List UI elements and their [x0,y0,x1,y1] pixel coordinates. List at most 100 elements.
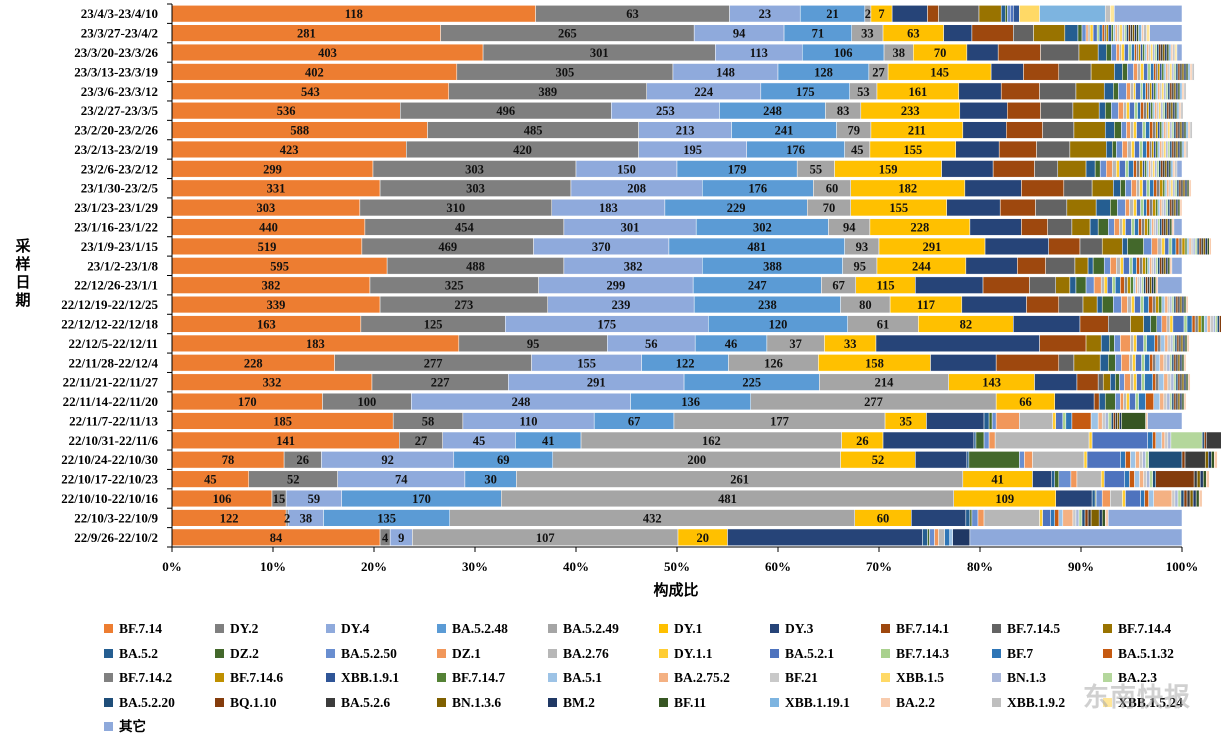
data-label-BA.5.2.48-23/3/13-23/3/19: 128 [814,65,833,79]
data-label-BA.5.2.49-22/11/14-22/11/20: 277 [864,395,883,409]
legend-label: BA.2.75.2 [674,670,730,685]
bar-segment-BA.5.2.20-22/10/24-22/10/30 [1148,451,1183,469]
bar-segment-DZ.1-23/3/20-23/3/26 [1116,43,1120,62]
bar-segment-BM.2-23/1/23-23/1/29 [1175,199,1179,217]
legend-label: BF.11 [674,694,707,710]
bar-segment-BF.7.14.1-22/12/26-23/1/1 [982,276,1030,294]
bar-segment-BA.2.2-22/11/28-22/12/4 [1183,354,1187,372]
bar-segment-BF.7.14.7-23/1/23-23/1/29 [1155,199,1159,217]
bar-segment-DZ.1-22/10/17-22/10/23 [1070,470,1078,488]
category-label: 22/12/26-23/1/1 [74,278,158,293]
bar-segment-BF.21-22/10/24-22/10/30 [1139,451,1143,469]
bar-segment-BA.5.1-22/11/21-22/11/27 [1158,373,1165,391]
bar-segment-BA.2.76-23/3/20-23/3/26 [1119,43,1122,62]
data-label-DY.1-22/10/24-22/10/30: 52 [872,453,885,467]
data-label-BF.7.14-23/1/16-23/1/22: 440 [259,221,278,235]
data-label-DY.2-23/1/16-23/1/22: 454 [455,221,475,235]
bar-segment-BF.7.14.5-22/11/21-22/11/27 [1097,373,1104,391]
data-label-DY.2-22/12/19-22/12/25: 273 [455,298,474,312]
data-label-BF.7.14-23/2/27-23/3/5: 536 [277,104,296,118]
bar-segment-BA.2.75.2-22/11/28-22/12/4 [1159,354,1165,372]
bar-segment-BA.5.2-23/3/6-23/3/12 [1103,82,1114,100]
bar-segment-BF.7.14.1-23/3/13-23/3/19 [1023,63,1060,81]
category-label: 23/1/9-23/1/15 [81,239,159,254]
bar-segment-BM.2-22/11/28-22/12/4 [1179,354,1183,372]
data-label-BA.5.2.49-23/2/20-23/2/26: 79 [848,124,861,138]
bar-segment-DZ.2-23/2/27-23/3/5 [1104,102,1112,120]
bar-segment-BA.2.75.2-23/2/6-23/2/12 [1148,160,1151,178]
bar-segment-BF.21-23/3/6-23/3/12 [1159,82,1163,100]
bar-segment-BF.7.14.4-23/3/20-23/3/26 [1078,43,1099,62]
bar-segment-BQ.1.10-22/11/14-22/11/20 [1173,392,1177,411]
legend-item: BF.7.14.7 [437,669,505,687]
bar-segment-BM.2-23/3/13-23/3/19 [1183,63,1187,81]
bar-segment-BF.7.14.6-23/3/13-23/3/19 [1157,63,1161,81]
bar-segment-BA.2.3-22/10/24-22/10/30 [1145,451,1149,469]
bar-segment-BA.5.2.50-22/10/10-22/10/16 [1095,489,1103,508]
bar-segment-BA.2.76-23/1/9-23/1/15 [1157,237,1163,255]
bar-segment-BN.1.3.6-23/2/20-23/2/26 [1179,121,1183,139]
bar-segment-BA.2.75.2-22/12/26-23/1/1 [1135,276,1138,294]
legend-item: BA.5.1.32 [1103,645,1174,663]
bar-segment-BA.5.1-23/1/16-23/1/22 [1149,218,1152,236]
legend-item: BA.5.2.1 [770,645,834,663]
bar-segment-BA.5.2.1-22/10/10-22/10/16 [1125,489,1141,508]
bar-segment-BA.5.2.6-22/11/14-22/11/20 [1175,392,1179,411]
legend-item: DY.1 [659,620,702,638]
data-label-BF.7.14-22/12/26-23/1/1: 382 [262,279,281,293]
legend-item: BA.5.2.49 [548,620,619,638]
bar-segment-BM.2-22/11/14-22/11/20 [1179,392,1183,411]
category-label: 23/1/16-23/1/22 [74,220,158,235]
bar-segment-BF.7.14.2-22/11/28-22/12/4 [1152,354,1156,372]
bar-segment-BA.5.2.1-23/2/20-23/2/26 [1136,121,1143,139]
bar-segment-BA.2.3-22/12/5-22/12/11 [1172,334,1176,352]
bar-segment-BF.7.14.4-23/2/6-23/2/12 [1057,160,1087,178]
bar-segment-BA.2.75.2-23/2/27-23/3/5 [1154,102,1157,120]
bar-segment-BF.11-23/1/2-23/1/8 [1167,257,1171,275]
data-label-BF.7.14-22/10/10-22/10/16: 106 [213,492,232,506]
bar-segment-BA.2.3-23/3/6-23/3/12 [1165,82,1169,100]
data-label-DY.2-22/10/3-22/10/9: 2 [284,511,290,525]
legend-swatch [992,673,1001,683]
legend-swatch [659,697,668,707]
bar-segment-BF.21-23/2/20-23/2/26 [1165,121,1169,139]
bar-segment-DZ.1-22/12/5-22/12/11 [1120,334,1131,352]
legend-swatch [104,722,113,732]
bar-segment-BA.5.2.20-23/1/23-23/1/29 [1167,199,1171,217]
bar-segment-BM.2-22/11/21-22/11/27 [1183,373,1187,391]
bar-segment-BM.2-23/1/16-23/1/22 [1167,218,1171,236]
legend-label: BF.7.14.3 [896,645,950,661]
bar-segment-DY.1.1-22/10/17-22/10/23 [1100,470,1105,488]
data-label-BA.5.2.49-22/12/26-23/1/1: 67 [832,279,845,293]
bar-segment-BF.7.14.3-23/2/6-23/2/12 [1125,160,1129,178]
bar-segment-XBB.1.5-23/3/20-23/3/26 [1150,43,1153,62]
bar-segment-BA.5.2-23/1/30-23/2/5 [1113,179,1121,197]
category-label: 22/12/19-22/12/25 [61,297,158,312]
data-label-DY.4-22/10/24-22/10/30: 92 [381,453,394,467]
bar-segment-BF.7-22/12/12-22/12/18 [1186,315,1193,333]
data-label-BA.5.2.48-22/12/19-22/12/25: 238 [758,298,777,312]
bar-segment-BA.5.1.32-22/10/17-22/10/23 [1129,470,1135,488]
bar-segment-DY.3-22/10/24-22/10/30 [915,451,968,469]
bar-segment-BN.1.3.6-22/12/19-22/12/25 [1179,296,1183,314]
bar-segment-BA.5.1.32-23/3/13-23/3/19 [1153,63,1156,81]
bar-segment-BQ.1.10-23/2/6-23/2/12 [1160,160,1164,178]
bar-segment-BA.5.2.1-23/1/23-23/1/29 [1136,199,1141,217]
legend-item: BA.2.76 [548,645,609,663]
data-label-BA.5.2.49-23/1/23-23/1/29: 70 [823,201,836,215]
bar-segment-BQ.1.10-23/3/13-23/3/19 [1177,63,1181,81]
x-tick-label: 10% [260,559,286,574]
bar-segment-BF.7.14.3-23/1/16-23/1/22 [1131,218,1135,236]
axis-layer: 23/4/3-23/4/10 23/3/27-23/4/2 23/3/20-23/3… [61,3,1198,574]
data-label-DY.4-22/11/7-22/11/13: 110 [519,414,537,428]
bar-segment-XBB.1.9.2-23/4/3-23/4/10 [1104,5,1111,23]
legend-swatch [548,648,557,658]
bar-segment-BN.1.3-23/3/6-23/3/12 [1163,82,1167,100]
bar-segment-BN.1.3-22/12/12-22/12/18 [1213,315,1216,333]
data-label-DY.4-23/3/27-23/4/2: 94 [733,27,746,41]
bar-segment-DY.3-23/1/2-23/1/8 [965,257,1018,275]
bar-segment-其它-22/10/3-22/10/9 [1108,509,1183,527]
legend-swatch [326,648,335,658]
bar-segment-DZ.1-23/2/20-23/2/26 [1126,121,1131,139]
